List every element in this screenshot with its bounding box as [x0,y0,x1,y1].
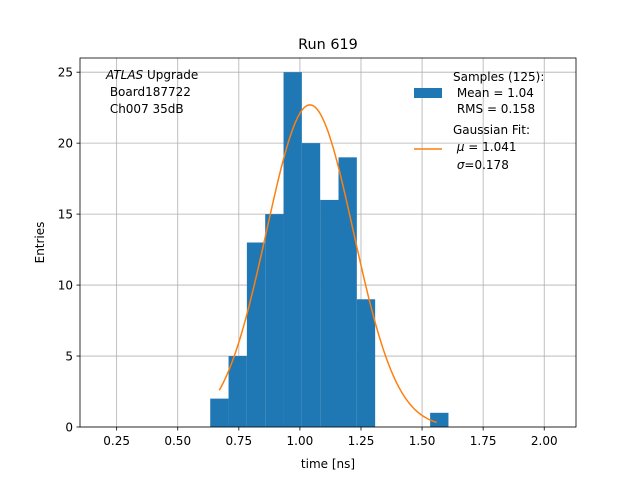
legend-samples-swatch [414,88,442,98]
legend-sigma-symbol: σ [453,158,465,172]
legend-sigma-value: =0.178 [464,158,508,172]
legend-fit-line-2: μ = 1.041 [453,140,517,154]
x-tick-label: 1.25 [348,434,375,448]
chart-title: Run 619 [298,37,358,53]
x-tick-label: 1.75 [470,434,497,448]
y-tick-label: 5 [65,349,73,363]
gaussian-fit-curve [218,104,437,424]
histogram-bar [301,143,321,427]
annotation-atlas: ATLAS [105,68,144,82]
x-tick-label: 0.75 [225,434,252,448]
histogram-bar [338,157,357,427]
histogram-bar [356,299,376,427]
histogram-bar [320,199,339,427]
x-tick-label: 1.50 [409,434,436,448]
y-tick-label: 10 [58,278,73,292]
legend-samples-line-3: RMS = 0.158 [453,102,535,116]
histogram-bar [210,398,229,427]
histogram-bar [246,242,266,427]
x-axis-label: time [ns] [301,457,355,471]
annotation-upgrade: Upgrade [143,68,198,82]
y-tick-label: 25 [58,65,73,79]
legend-fit-line-1: Gaussian Fit: [453,123,530,137]
y-axis-label: Entries [33,222,47,264]
annotation-line-1: ATLAS Upgrade [105,68,198,82]
y-tick-label: 20 [58,136,73,150]
legend-samples-line-1: Samples (125): [453,70,544,84]
y-tick-label: 0 [65,420,73,434]
y-tick-label: 15 [58,207,73,221]
legend-mu-value: = 1.041 [464,140,516,154]
histogram-bars [210,72,449,427]
x-axis-ticks: 0.25 0.50 0.75 1.00 1.25 1.50 1.75 2.00 [103,427,558,448]
x-tick-label: 0.25 [103,434,130,448]
x-tick-label: 0.50 [164,434,191,448]
annotation-line-2: Board187722 [106,85,191,99]
annotation-line-3: Ch007 35dB [106,102,184,116]
x-tick-label: 2.00 [531,434,558,448]
histogram-bar [265,214,284,427]
legend-mu-symbol: μ [453,140,465,154]
atlas-annotation: ATLAS Upgrade Board187722 Ch007 35dB [105,68,198,116]
plot-frame [79,57,577,428]
y-axis-ticks: 0 5 10 15 20 25 [58,65,80,434]
x-tick-label: 1.00 [287,434,314,448]
legend: Samples (125): Mean = 1.04 RMS = 0.158 G… [414,70,544,172]
histogram-bar [228,356,247,427]
grid-lines [80,58,576,428]
histogram-bar [283,72,302,427]
histogram-bar [430,412,449,427]
legend-fit-line-3: σ=0.178 [453,158,509,172]
legend-samples-line-2: Mean = 1.04 [453,86,534,100]
